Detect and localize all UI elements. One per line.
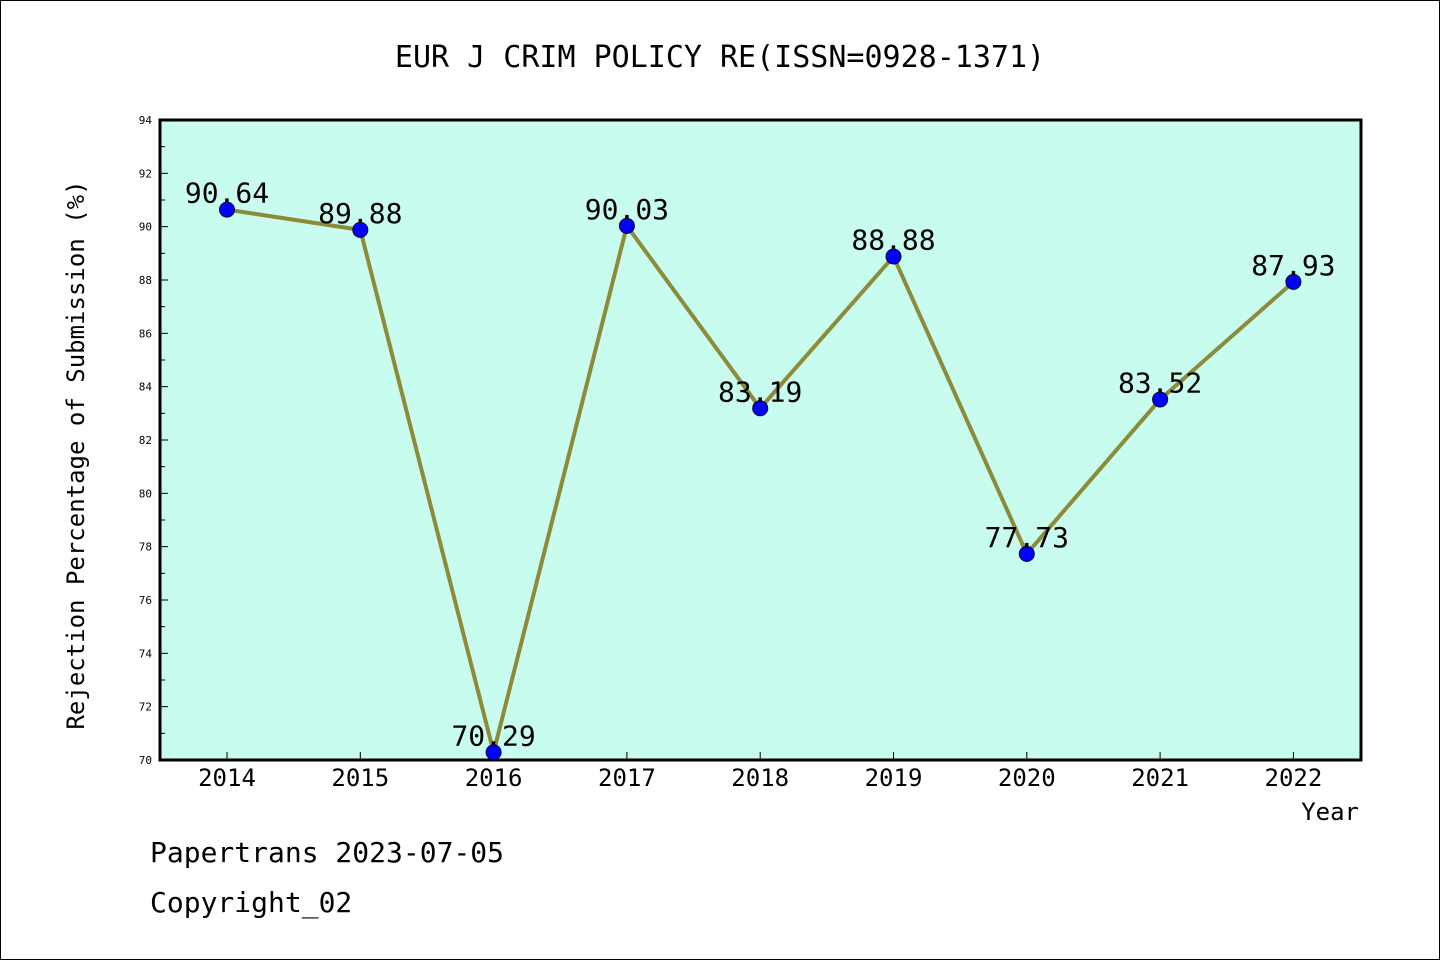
x-tick-label: 2016 xyxy=(465,764,523,792)
x-tick-label: 2021 xyxy=(1131,764,1189,792)
data-point xyxy=(752,400,769,417)
x-axis-title: Year xyxy=(1301,798,1359,826)
data-point xyxy=(618,217,635,234)
y-tick-label: 86 xyxy=(139,327,152,340)
y-tick-label: 74 xyxy=(139,647,153,660)
x-tick-label: 2020 xyxy=(998,764,1056,792)
x-tick-label: 2019 xyxy=(865,764,923,792)
y-tick-label: 80 xyxy=(139,487,152,500)
source-footnote: Papertrans 2023-07-05 xyxy=(150,836,505,869)
y-tick-label: 82 xyxy=(139,434,152,447)
y-tick-label: 94 xyxy=(139,114,153,127)
data-point xyxy=(352,221,369,238)
x-tick-label: 2022 xyxy=(1265,764,1323,792)
x-tick-label: 2018 xyxy=(731,764,789,792)
x-tick-label: 2017 xyxy=(598,764,656,792)
y-tick-label: 72 xyxy=(139,701,152,714)
data-point xyxy=(885,248,902,265)
data-label: 87.93 xyxy=(1251,249,1335,282)
data-label: 90.64 xyxy=(185,177,269,210)
data-label: 83.52 xyxy=(1118,366,1202,399)
y-tick-label: 88 xyxy=(139,274,152,287)
data-label: 77.73 xyxy=(985,521,1069,554)
y-axis: 70 72 74 76 78 80 82 84 86 88 90 92 94 xyxy=(139,114,168,767)
data-label: 89.88 xyxy=(318,197,402,230)
y-axis-title: Rejection Percentage of Submission (%) xyxy=(62,180,90,729)
data-point xyxy=(1285,273,1302,290)
y-tick-label: 76 xyxy=(139,594,152,607)
x-tick-label: 2015 xyxy=(331,764,389,792)
data-point xyxy=(1152,391,1169,408)
y-tick-label: 92 xyxy=(139,167,152,180)
data-label: 83.19 xyxy=(718,375,802,408)
data-labels: 90.64 89.88 70.29 90.03 83.19 88.88 77.73 83.52… xyxy=(185,177,1336,753)
y-tick-label: 78 xyxy=(139,541,152,554)
x-axis: 2014 2015 2016 2017 2018 2019 2020 2021 2022 xyxy=(198,752,1322,792)
chart-title: EUR J CRIM POLICY RE(ISSN=0928-1371) xyxy=(395,40,1045,75)
data-label: 90.03 xyxy=(585,193,669,226)
data-label: 70.29 xyxy=(451,719,535,752)
y-tick-label: 90 xyxy=(139,221,152,234)
series-markers xyxy=(219,201,1302,761)
y-tick-label: 70 xyxy=(139,754,152,767)
copyright-footnote: Copyright_02 xyxy=(150,886,353,919)
data-point xyxy=(219,201,235,218)
data-point xyxy=(1018,545,1035,562)
data-point xyxy=(485,744,502,761)
data-label: 88.88 xyxy=(851,224,935,257)
y-tick-label: 84 xyxy=(139,381,153,394)
x-tick-label: 2014 xyxy=(198,764,256,792)
